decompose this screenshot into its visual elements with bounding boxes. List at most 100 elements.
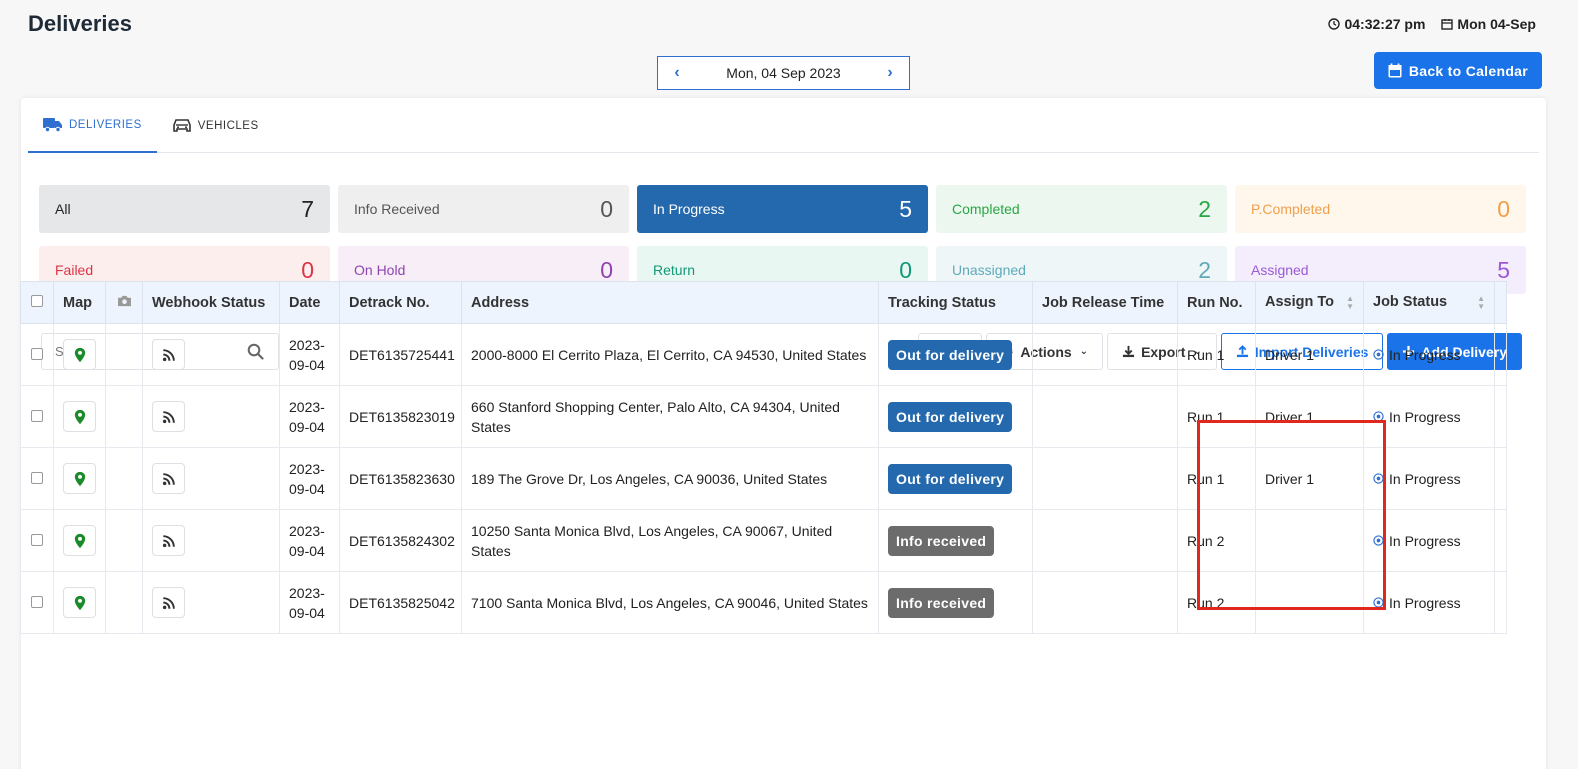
column-header-job-status[interactable]: Job Status ▲ ▼: [1363, 281, 1495, 324]
sort-icon[interactable]: ▲ ▼: [1346, 294, 1354, 311]
page-title: Deliveries: [28, 11, 132, 36]
date-text: Mon 04-Sep: [1457, 16, 1536, 32]
job-status-text: In Progress: [1389, 470, 1461, 487]
row-checkbox[interactable]: [31, 347, 43, 360]
column-header-detrack-no[interactable]: Detrack No.: [339, 281, 462, 324]
map-button[interactable]: [63, 587, 96, 618]
column-header-address[interactable]: Address: [461, 281, 879, 324]
tracking-status-badge: Out for delivery: [888, 401, 1013, 432]
current-time: 04:32:27 pm: [1328, 16, 1425, 32]
overflow-cell: [1494, 323, 1507, 386]
camera-icon: [117, 295, 131, 306]
status-filter-label: P.Completed: [1251, 201, 1331, 217]
next-day-button[interactable]: ›: [887, 64, 893, 81]
detrack-no-cell[interactable]: DET6135825042: [339, 571, 462, 634]
detrack-no-cell[interactable]: DET6135824302: [339, 509, 462, 572]
tracking-status-badge: Info received: [888, 587, 995, 618]
tab-deliveries-label: DELIVERIES: [69, 118, 142, 131]
map-pin-icon: [74, 409, 85, 424]
calendar-icon: [1388, 63, 1402, 78]
row-select-cell: [20, 385, 54, 448]
run-no-cell: Run 1: [1177, 323, 1256, 386]
map-button[interactable]: [63, 463, 96, 494]
row-select-cell: [20, 571, 54, 634]
job-status-text: In Progress: [1389, 346, 1461, 363]
table-row[interactable]: 2023-09-04 DET6135824302 10250 Santa Monic…: [20, 509, 1507, 572]
row-checkbox[interactable]: [31, 595, 43, 608]
table-row[interactable]: 2023-09-04 DET6135825042 7100 Santa Monica…: [20, 571, 1507, 634]
tab-deliveries[interactable]: DELIVERIES: [28, 98, 157, 153]
run-no-cell: Run 1: [1177, 385, 1256, 448]
row-checkbox[interactable]: [31, 533, 43, 546]
progress-icon: [1373, 349, 1384, 360]
detrack-no-cell[interactable]: DET6135725441: [339, 323, 462, 386]
map-cell: [53, 447, 106, 510]
column-header-webhook-status[interactable]: Webhook Status: [142, 281, 280, 324]
webhook-button[interactable]: [152, 401, 185, 432]
webhook-button[interactable]: [152, 339, 185, 370]
assign-to-cell: Driver 1: [1255, 447, 1364, 510]
tab-vehicles-label: VEHICLES: [197, 119, 259, 132]
map-cell: [53, 571, 106, 634]
column-header-map[interactable]: Map: [53, 281, 106, 324]
table-row[interactable]: 2023-09-04 DET6135823630 189 The Grove Dr,…: [20, 447, 1507, 510]
table-row[interactable]: 2023-09-04 DET6135823019 660 Stanford Shop…: [20, 385, 1507, 448]
map-button[interactable]: [63, 401, 96, 432]
map-cell: [53, 323, 106, 386]
rss-icon: [162, 410, 175, 423]
address-cell: 189 The Grove Dr, Los Angeles, CA 90036,…: [461, 447, 879, 510]
table-row[interactable]: 2023-09-04 DET6135725441 2000-8000 El Cerr…: [20, 323, 1507, 386]
webhook-button[interactable]: [152, 587, 185, 618]
photo-cell: [105, 571, 143, 634]
row-select-cell: [20, 509, 54, 572]
column-header-assign-to[interactable]: Assign To ▲ ▼: [1255, 281, 1364, 324]
back-to-calendar-label: Back to Calendar: [1408, 62, 1528, 79]
back-to-calendar-button[interactable]: Back to Calendar: [1373, 52, 1542, 89]
job-status-cell: In Progress: [1363, 385, 1495, 448]
job-status-text: In Progress: [1389, 408, 1461, 425]
map-button[interactable]: [63, 525, 96, 556]
assign-to-cell: [1255, 509, 1364, 572]
clock: 04:32:27 pm Mon 04-Sep: [1328, 16, 1536, 32]
clock-icon: [1328, 18, 1341, 30]
job-status-label: Job Status: [1373, 294, 1448, 310]
row-checkbox[interactable]: [31, 409, 43, 422]
map-button[interactable]: [63, 339, 96, 370]
selected-date[interactable]: Mon, 04 Sep 2023: [726, 65, 841, 81]
status-filter-info-received[interactable]: Info Received 0: [338, 185, 629, 233]
previous-day-button[interactable]: ‹: [674, 64, 680, 81]
truck-icon: [43, 118, 62, 132]
webhook-button[interactable]: [152, 463, 185, 494]
progress-icon: [1373, 597, 1384, 608]
status-filter-all[interactable]: All 7: [39, 185, 330, 233]
column-header-run-no[interactable]: Run No.: [1177, 281, 1256, 324]
photo-cell: [105, 385, 143, 448]
progress-icon: [1373, 535, 1384, 546]
status-filter-in-progress[interactable]: In Progress 5: [637, 185, 928, 233]
date-cell: 2023-09-04: [279, 323, 340, 386]
webhook-cell: [142, 385, 280, 448]
status-filter-p-completed[interactable]: P.Completed 0: [1235, 185, 1526, 233]
status-filter-count: 5: [1497, 256, 1510, 283]
sort-icon[interactable]: ▲ ▼: [1477, 294, 1485, 311]
detrack-no-cell[interactable]: DET6135823019: [339, 385, 462, 448]
job-release-time-cell: [1032, 385, 1178, 448]
date-cell: 2023-09-04: [279, 447, 340, 510]
webhook-button[interactable]: [152, 525, 185, 556]
column-header-tracking-status[interactable]: Tracking Status: [878, 281, 1033, 324]
status-filter-grid: All 7 Info Received 0 In Progress 5 Completed 2…: [39, 185, 1526, 294]
status-filter-completed[interactable]: Completed 2: [936, 185, 1227, 233]
row-checkbox[interactable]: [31, 471, 43, 484]
column-header-date[interactable]: Date: [279, 281, 340, 324]
assign-to-cell: [1255, 571, 1364, 634]
detrack-no-cell[interactable]: DET6135823630: [339, 447, 462, 510]
tab-vehicles[interactable]: VEHICLES: [157, 98, 274, 153]
status-filter-label: Assigned: [1251, 262, 1309, 278]
address-cell: 2000-8000 El Cerrito Plaza, El Cerrito, …: [461, 323, 879, 386]
select-all-header: [20, 281, 54, 324]
column-header-job-release-time[interactable]: Job Release Time: [1032, 281, 1178, 324]
select-all-checkbox[interactable]: [31, 294, 43, 307]
map-pin-icon: [74, 347, 85, 362]
map-pin-icon: [74, 471, 85, 486]
overflow-cell: [1494, 447, 1507, 510]
